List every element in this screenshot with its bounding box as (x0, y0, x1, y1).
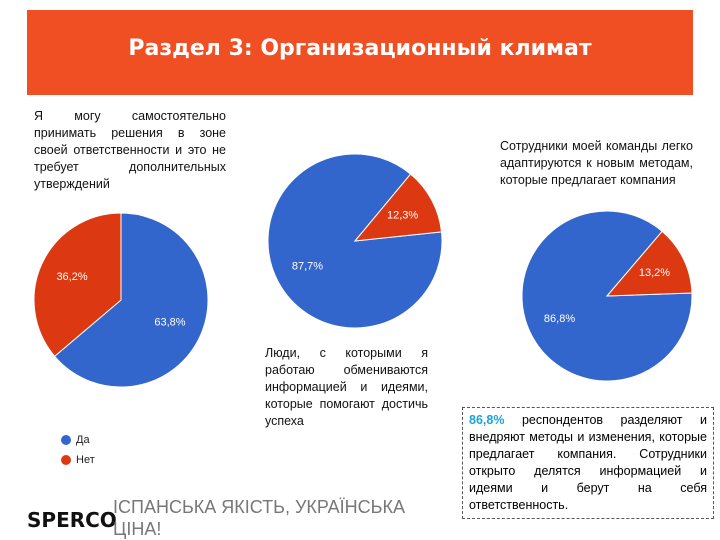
data-label: 87,7% (292, 260, 323, 272)
chart-title: Сотрудники моей команды легко адаптируют… (500, 139, 693, 187)
note: 86,8% респондентов разделяют и внедряют … (462, 407, 714, 519)
pie-slice (353, 173, 443, 242)
slide-title: Раздел 3: Организационный климат (128, 36, 592, 61)
chart-title: Люди, с которыми я работаю обмениваются … (265, 346, 428, 428)
data-label: 36,2% (56, 271, 87, 283)
data-label: 13,2% (639, 267, 670, 279)
slogan: ІСПАНСЬКА ЯКІСТЬ, УКРАЇНСЬКА ЦІНА! (113, 497, 405, 539)
legend-swatch (61, 435, 71, 445)
pie-slice (605, 230, 693, 297)
note-text: респондентов разделяют и внедряют методы… (469, 413, 707, 512)
legend-label: Да (76, 434, 90, 446)
data-label: 63,8% (154, 317, 185, 329)
pie-slice (53, 212, 209, 388)
chart-title: Я могу самостоятельно принимать решения … (34, 109, 226, 191)
data-label: 12,3% (387, 209, 418, 221)
legend-label: Нет (76, 454, 95, 466)
data-label: 86,8% (544, 313, 575, 325)
legend-swatch (61, 455, 71, 465)
pie-slice (33, 212, 122, 357)
note-highlight: 86,8% (469, 413, 505, 427)
logo: SPERCO (27, 508, 117, 532)
header-bar (27, 10, 693, 95)
